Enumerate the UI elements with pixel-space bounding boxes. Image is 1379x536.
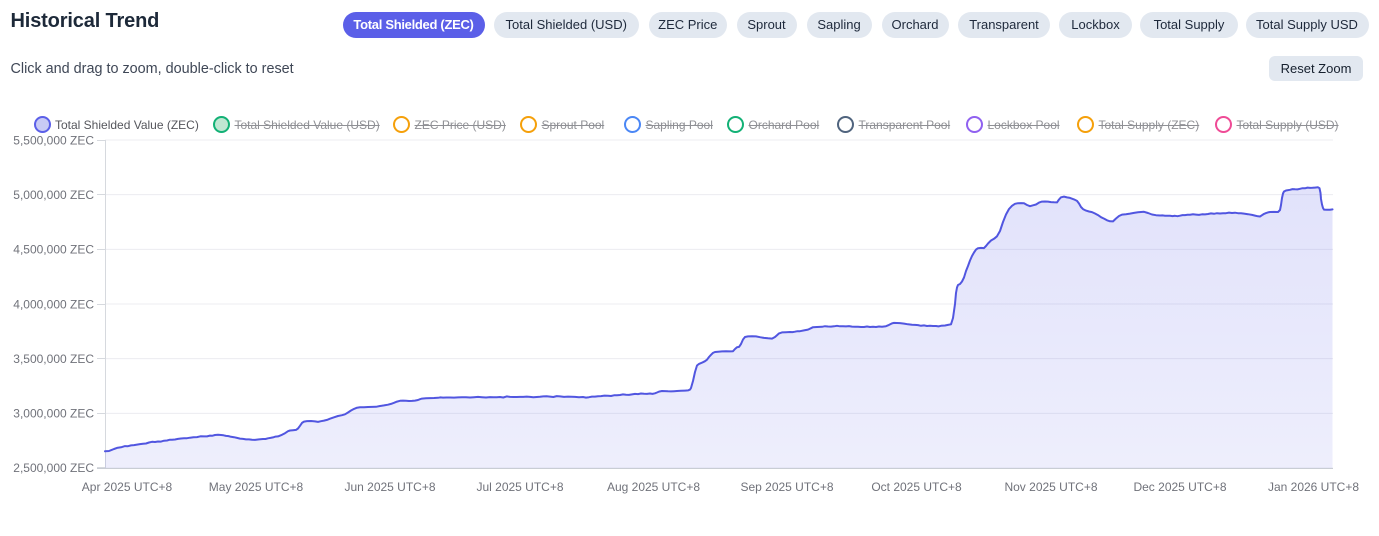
svg-text:May 2025 UTC+8: May 2025 UTC+8 xyxy=(209,480,304,494)
svg-text:Jan 2026 UTC+8: Jan 2026 UTC+8 xyxy=(1268,480,1359,494)
svg-text:Sep 2025 UTC+8: Sep 2025 UTC+8 xyxy=(740,480,833,494)
svg-text:Nov 2025 UTC+8: Nov 2025 UTC+8 xyxy=(1004,480,1097,494)
svg-text:3,500,000 ZEC: 3,500,000 ZEC xyxy=(13,352,94,366)
svg-text:2,500,000 ZEC: 2,500,000 ZEC xyxy=(13,461,94,475)
svg-text:Aug 2025 UTC+8: Aug 2025 UTC+8 xyxy=(607,480,700,494)
svg-text:5,000,000 ZEC: 5,000,000 ZEC xyxy=(13,188,94,202)
svg-text:Oct 2025 UTC+8: Oct 2025 UTC+8 xyxy=(871,480,962,494)
svg-text:4,000,000 ZEC: 4,000,000 ZEC xyxy=(13,298,94,312)
svg-text:Apr 2025 UTC+8: Apr 2025 UTC+8 xyxy=(82,480,173,494)
svg-text:Jul 2025 UTC+8: Jul 2025 UTC+8 xyxy=(476,480,563,494)
svg-text:4,500,000 ZEC: 4,500,000 ZEC xyxy=(13,243,94,257)
svg-text:5,500,000 ZEC: 5,500,000 ZEC xyxy=(13,134,94,148)
svg-text:Dec 2025 UTC+8: Dec 2025 UTC+8 xyxy=(1133,480,1226,494)
svg-text:3,000,000 ZEC: 3,000,000 ZEC xyxy=(13,407,94,421)
svg-text:Jun 2025 UTC+8: Jun 2025 UTC+8 xyxy=(344,480,435,494)
